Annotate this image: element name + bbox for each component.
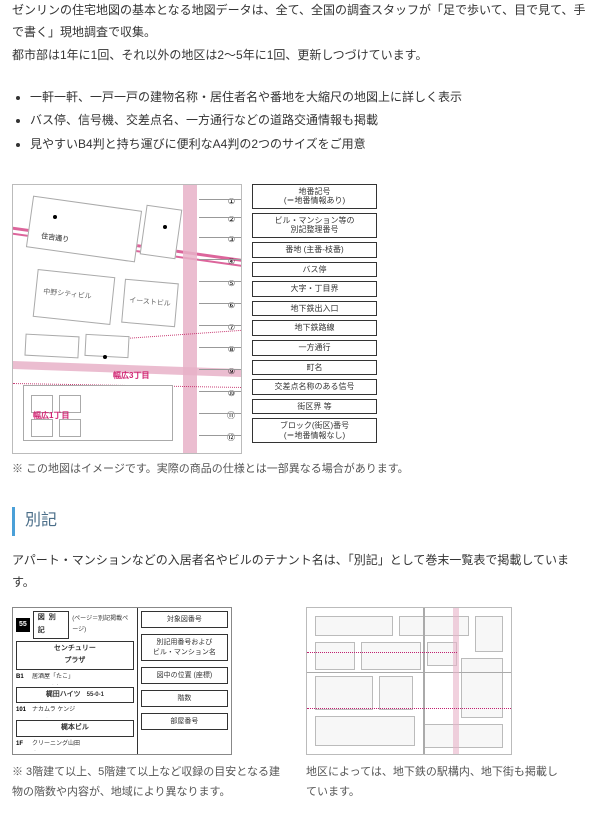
legend-right-box: 部屋番号 <box>141 713 228 730</box>
subway-map <box>306 607 512 755</box>
marker: ⑧ <box>228 343 235 357</box>
callout-list: 地番記号 (＝地番情報あり) ビル・マンション等の 別記整理番号 番地 (主番-… <box>252 184 377 448</box>
legend-right-box: 階数 <box>141 690 228 707</box>
legend-row: 101ナカムラ ケンジ <box>16 705 134 716</box>
intro-p2: 都市部は1年に1回、それ以外の地区は2〜5年に1回、更新しつづけています。 <box>12 45 589 67</box>
legend-place: センチュリー プラザ <box>16 641 134 670</box>
legend-row: B1居酒屋「たこ」 <box>16 672 134 683</box>
callout-item: 地下鉄路線 <box>252 320 377 336</box>
callout-item: 一方通行 <box>252 340 377 356</box>
legend-sub: (ページ＝別記掲載ページ) <box>72 614 134 636</box>
legend-rows: 101ナカムラ ケンジ102サトウ エミ201空室202ヤマダ リョウ <box>16 705 134 718</box>
legend-row: B1スナック舞 <box>16 684 134 685</box>
marker: ⑤ <box>228 277 235 291</box>
callout-item: 町名 <box>252 360 377 376</box>
map-disclaimer: ※ この地図はイメージです。実際の商品の仕様とは一部異なる場合があります。 <box>12 460 589 480</box>
callout-item: 地番記号 (＝地番情報あり) <box>252 184 377 209</box>
callout-item: ビル・マンション等の 別記整理番号 <box>252 213 377 238</box>
legend-place: 梶本ビル <box>16 720 134 737</box>
feature-list: 一軒一軒、一戸一戸の建物名称・居住者名や番地を大縮尺の地図上に詳しく表示 バス停… <box>0 79 601 166</box>
marker: ③ <box>228 233 235 247</box>
sample-map: 住吉通り 中野シティビル イーストビル 幅広3丁目 幅広1丁目 ① ② ③ ④ … <box>12 184 242 454</box>
legend-right-box: 別記用番号および ビル・マンション名 <box>141 634 228 660</box>
section-desc: アパート・マンションなどの入居者名やビルのテナント名は、「別記」として巻末一覧表… <box>12 550 589 593</box>
marker: ⑩ <box>228 387 235 401</box>
legend-row: 102サトウ エミ <box>16 717 134 718</box>
legend-right-box: 対象図番号 <box>141 611 228 628</box>
legend-head: 図 別 記 <box>33 611 69 638</box>
section-title: 別記 <box>12 507 589 536</box>
marker: ② <box>228 213 235 227</box>
legend-place: 梶田ハイツ 55-0-1 <box>16 687 134 704</box>
marker: ⑦ <box>228 321 235 335</box>
legend-rows: B1居酒屋「たこ」B1スナック舞1Fラーメン 大吉1F花くるみ2Fコスギリビナカ… <box>16 672 134 685</box>
legend-figure: 55 図 別 記 (ページ＝別記掲載ページ) センチュリー プラザ B1居酒屋「… <box>12 607 232 755</box>
legend-right-box: 図中の位置 (座標) <box>141 667 228 684</box>
list-item: 見やすいB4判と持ち運びに便利なA4判の2つのサイズをご用意 <box>30 134 589 156</box>
legend-row: 2F山田ヒロコ <box>16 750 134 751</box>
callout-item: バス停 <box>252 262 377 278</box>
intro-block: ゼンリンの住宅地図の基本となる地図データは、全て、全国の調査スタッフが「足で歩い… <box>0 0 601 79</box>
subway-note: 地区によっては、地下鉄の駅構内、地下街も掲載しています。 <box>306 763 566 803</box>
marker: ⑨ <box>228 365 235 379</box>
marker: ① <box>228 195 235 209</box>
callout-item: 街区界 等 <box>252 399 377 415</box>
chome-label: 幅広1丁目 <box>33 409 69 423</box>
intro-p1: ゼンリンの住宅地図の基本となる地図データは、全て、全国の調査スタッフが「足で歩い… <box>12 0 589 43</box>
callout-item: 番地 (主番-枝番) <box>252 242 377 258</box>
marker: ⑥ <box>228 299 235 313</box>
marker: ⑪ <box>227 409 235 423</box>
callout-item: 地下鉄出入口 <box>252 301 377 317</box>
callout-item: 交差点名称のある信号 <box>252 379 377 395</box>
list-item: バス停、信号機、交差点名、一方通行などの道路交通情報も掲載 <box>30 110 589 132</box>
chome-label: 幅広3丁目 <box>113 369 149 383</box>
legend-row: 1Fクリーニング山田 <box>16 739 134 750</box>
legend-page-num: 55 <box>16 618 30 633</box>
lower-figure-row: 55 図 別 記 (ページ＝別記掲載ページ) センチュリー プラザ B1居酒屋「… <box>12 607 589 803</box>
callout-item: 大字・丁目界 <box>252 281 377 297</box>
legend-rows: 1Fクリーニング山田2F山田ヒロコ3Fタナカ クニオ <box>16 739 134 752</box>
list-item: 一軒一軒、一戸一戸の建物名称・居住者名や番地を大縮尺の地図上に詳しく表示 <box>30 87 589 109</box>
marker: ④ <box>228 255 235 269</box>
callout-item: ブロック(街区)番号 (＝地番情報なし) <box>252 418 377 443</box>
marker: ⑫ <box>227 431 235 445</box>
legend-note: ※ 3階建て以上、5階建て以上など収録の目安となる建物の階数や内容が、地域により… <box>12 763 282 803</box>
main-figure-row: 住吉通り 中野シティビル イーストビル 幅広3丁目 幅広1丁目 ① ② ③ ④ … <box>12 184 589 454</box>
